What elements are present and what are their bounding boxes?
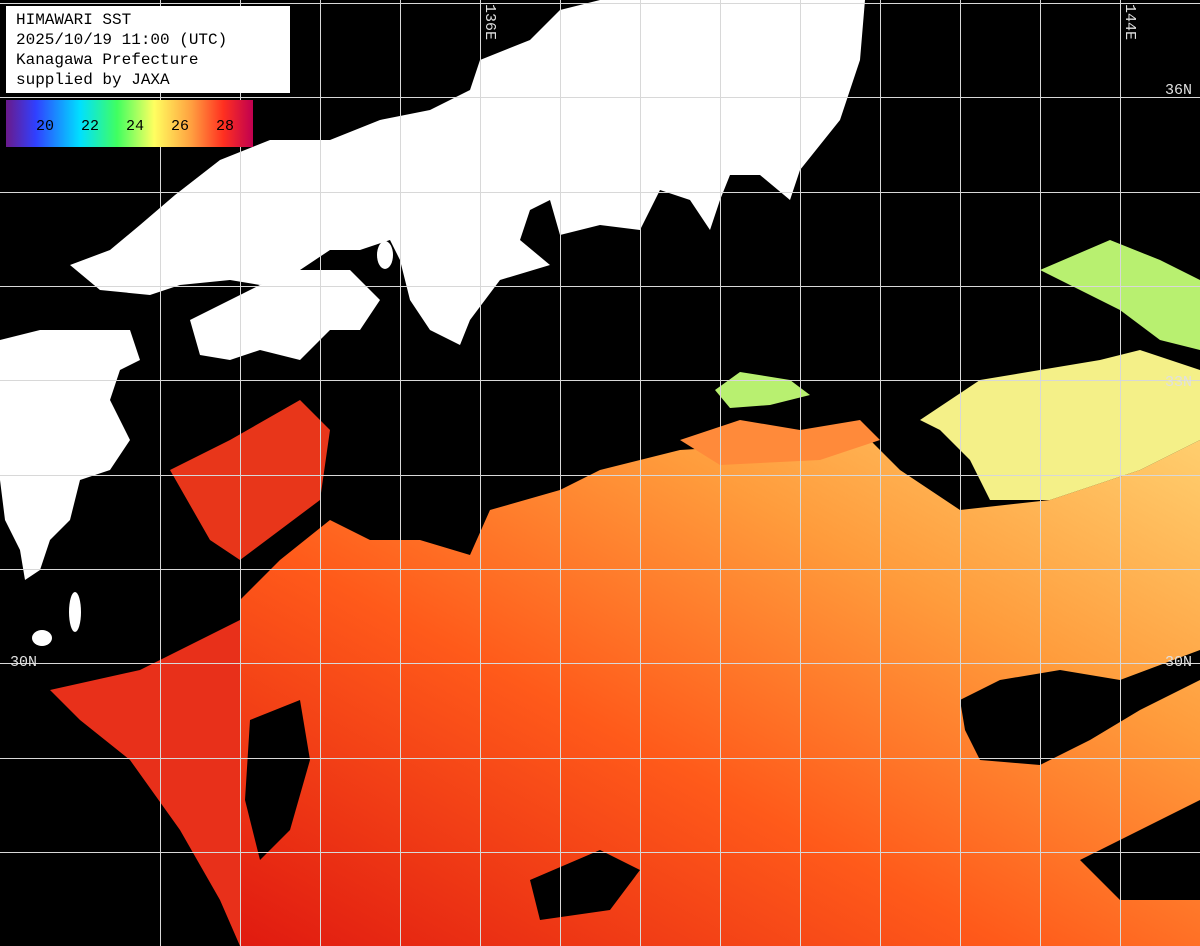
island	[377, 241, 393, 269]
header-box: HIMAWARI SST 2025/10/19 11:00 (UTC) Kana…	[6, 6, 290, 93]
colorbar-label: 24	[126, 118, 144, 135]
shikoku	[190, 270, 380, 360]
honshu	[70, 0, 865, 345]
cloud-gap	[530, 850, 640, 920]
latitude-label: 30N	[10, 654, 37, 671]
warm-water	[50, 620, 240, 946]
longitude-label: 144E	[1121, 4, 1138, 40]
latitude-label: 33N	[1165, 374, 1192, 391]
geo-labels: 136E 144E 36N 33N 30N 30N	[10, 4, 1192, 671]
colorbar-label: 20	[36, 118, 54, 135]
colorbar-label: 22	[81, 118, 99, 135]
island	[32, 630, 52, 646]
cloud-gap	[960, 650, 1200, 765]
latitude-label: 30N	[1165, 654, 1192, 671]
cool-water	[920, 350, 1200, 500]
longitude-label: 136E	[481, 4, 498, 40]
kyushu	[0, 330, 140, 580]
header-line: 2025/10/19 11:00 (UTC)	[16, 31, 227, 49]
island	[69, 592, 81, 632]
colorbar-label: 26	[171, 118, 189, 135]
header-line: HIMAWARI SST	[16, 11, 131, 29]
warm-water	[170, 400, 330, 560]
colorbar-ramp	[6, 100, 253, 147]
latitude-label: 36N	[1165, 82, 1192, 99]
header-line: Kanagawa Prefecture	[16, 51, 198, 69]
colorbar: 20 22 24 26 28	[6, 100, 253, 147]
cloud-gap	[1080, 800, 1200, 900]
colorbar-label: 28	[216, 118, 234, 135]
land	[0, 0, 865, 646]
warm-water	[680, 420, 880, 465]
cloud-gap	[245, 700, 310, 860]
header-line: supplied by JAXA	[16, 71, 170, 89]
header-background	[6, 6, 290, 93]
